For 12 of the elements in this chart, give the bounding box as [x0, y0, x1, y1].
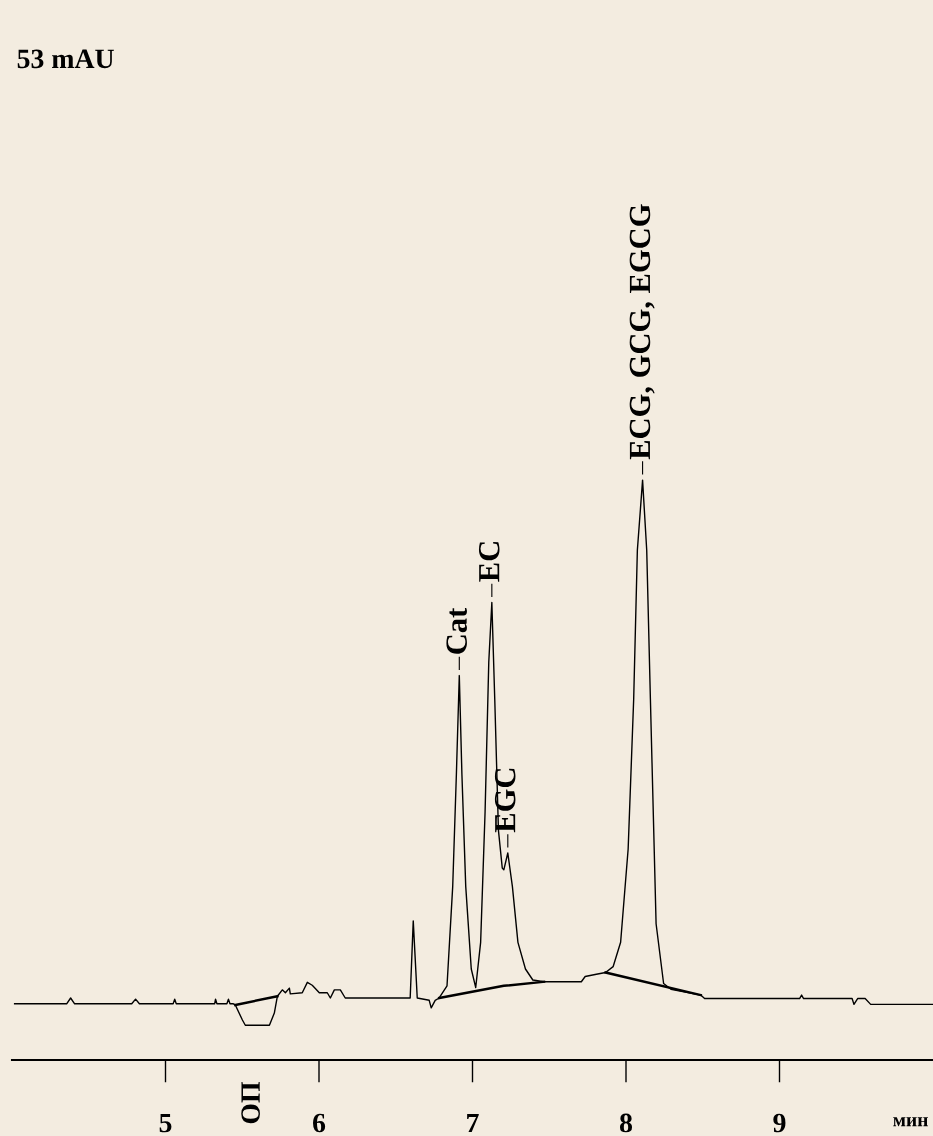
annotation: EC	[478, 542, 500, 582]
x-tick-label: 6	[313, 1113, 326, 1133]
x-tick-label: 9	[773, 1113, 786, 1133]
annotation: EGC	[494, 768, 516, 833]
x-tick-label: 8	[619, 1113, 633, 1133]
text: ОП	[241, 1081, 260, 1124]
annotation: Cat	[446, 607, 467, 654]
x-axis-title: мин	[893, 1117, 928, 1127]
text: 53 mAU	[17, 49, 114, 69]
annotation: ECG, GCG, EGCG	[629, 204, 655, 460]
x-tick-label: 7	[467, 1113, 479, 1133]
x-tick-label: 5	[159, 1113, 172, 1133]
